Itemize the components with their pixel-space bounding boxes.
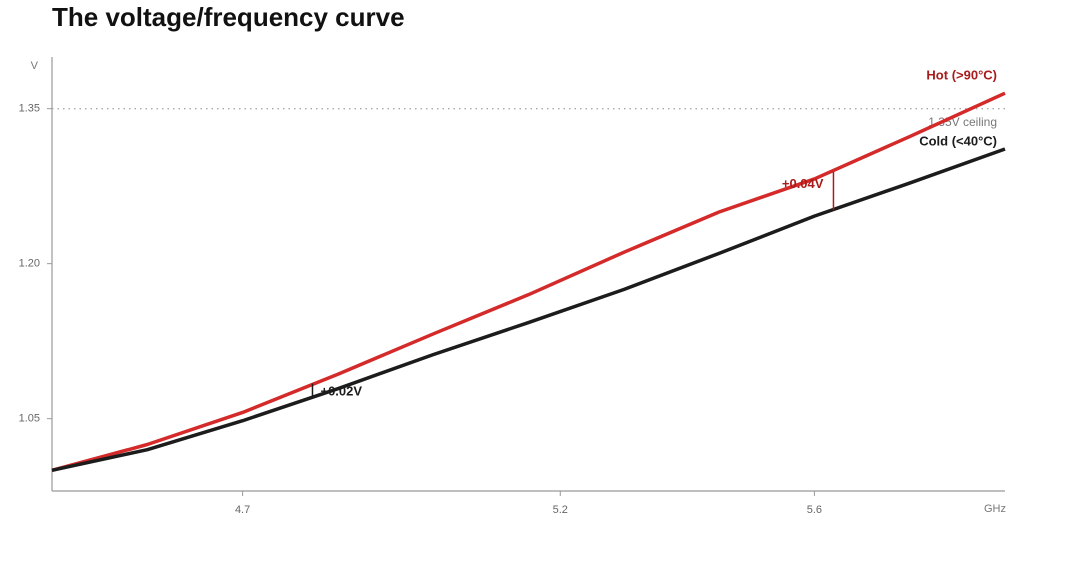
series-line [51,91,1006,473]
y-tick-label: 1.20 [19,258,40,270]
series-label: Hot (>90°C) [926,68,997,83]
y-axis-label: V [31,60,39,72]
y-tick-label: 1.35 [19,103,40,115]
reference-label: 1.35V ceiling [928,115,997,129]
series-line [51,147,1006,473]
x-axis-label: GHz [984,503,1006,515]
x-tick-label: 5.6 [807,504,822,516]
x-tick-label: 4.7 [235,504,250,516]
chart-title: The voltage/frequency curve [52,2,405,32]
gap-label: +0.04V [782,176,824,191]
x-tick-label: 5.2 [553,504,568,516]
y-tick-label: 1.05 [19,413,40,425]
gap-label: +0.02V [320,384,362,399]
series-label: Cold (<40°C) [919,133,997,148]
